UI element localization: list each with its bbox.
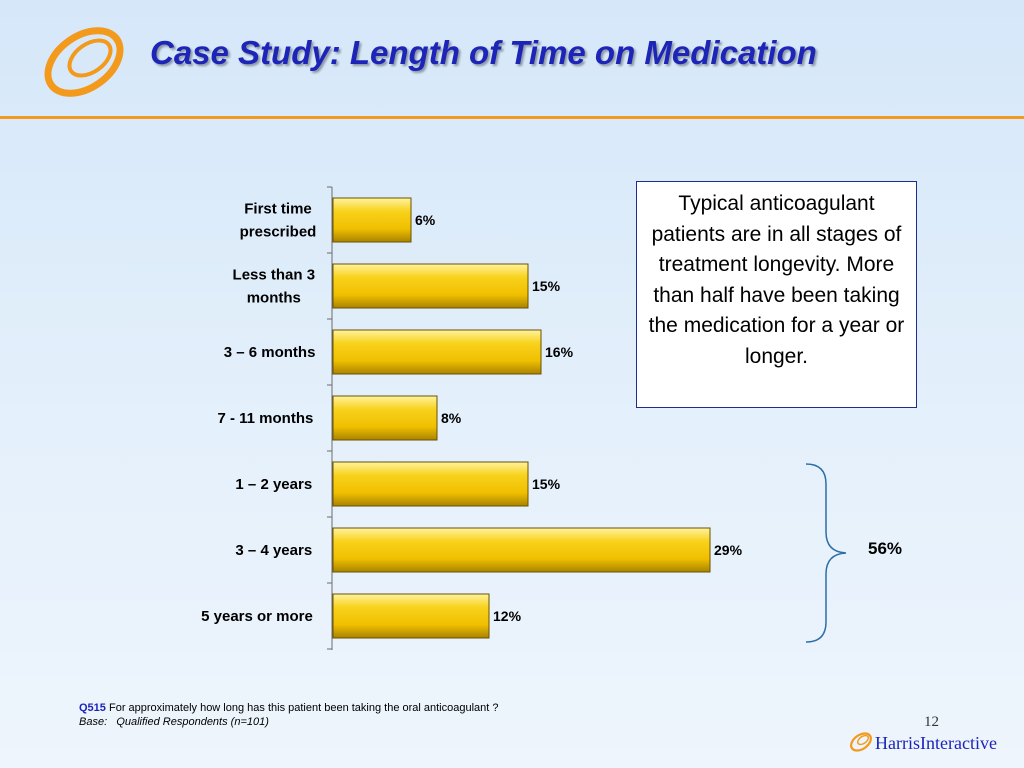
bar	[332, 461, 529, 507]
category-label-line: 3 – 6 months	[224, 344, 316, 361]
category-label: 3 – 6 months	[224, 344, 316, 361]
bar	[332, 395, 438, 441]
category-label-line: months	[247, 290, 301, 307]
question-line: Q515 For approximately how long has this…	[79, 701, 499, 715]
value-label: 15%	[532, 278, 561, 294]
brand-name-part2: Interactive	[919, 733, 997, 753]
category-label-line: 1 – 2 years	[235, 476, 312, 493]
category-label: 1 – 2 years	[235, 476, 312, 493]
bar	[332, 197, 412, 243]
category-label: 7 - 11 months	[217, 410, 313, 427]
question-text: For approximately how long has this pati…	[108, 702, 499, 714]
bar	[332, 329, 542, 375]
category-label-line: 3 – 4 years	[235, 542, 312, 559]
category-label: First time prescribed	[240, 201, 317, 241]
value-label: 15%	[532, 476, 561, 492]
base-label: Base:	[79, 716, 108, 728]
bar	[332, 593, 490, 639]
value-label: 8%	[441, 410, 462, 426]
value-label: 16%	[545, 344, 574, 360]
brace-total-label: 56%	[868, 539, 903, 558]
title-divider	[0, 116, 1024, 119]
footnote: Q515 For approximately how long has this…	[79, 701, 499, 729]
category-label-line: First time	[244, 201, 312, 218]
page-title: Case Study: Length of Time on Medication	[150, 34, 817, 71]
logo	[44, 27, 124, 97]
value-label: 6%	[415, 212, 436, 228]
value-label: 12%	[493, 608, 522, 624]
question-id: Q515	[79, 702, 106, 714]
base-text: Qualified Respondents (n=101)	[116, 716, 269, 728]
brand-name: HarrisInteractive	[875, 733, 997, 754]
curly-brace	[805, 463, 847, 643]
callout-box: Typical anticoagulant patients are in al…	[636, 181, 917, 408]
category-label: Less than 3 months	[233, 267, 316, 307]
base-line: Base: Qualified Respondents (n=101)	[79, 715, 499, 729]
category-label: 5 years or more	[201, 608, 313, 625]
category-label: 3 – 4 years	[235, 542, 312, 559]
bar	[332, 263, 529, 309]
brand-icon	[850, 732, 872, 752]
value-label: 29%	[714, 542, 743, 558]
category-label-line: 7 - 11 months	[217, 410, 313, 427]
category-label-line: Less than 3	[233, 267, 316, 284]
category-label-line: 5 years or more	[201, 608, 313, 625]
page-number: 12	[924, 714, 939, 730]
brand-logo: HarrisInteractive	[848, 728, 1018, 756]
brand-name-part1: Harris	[875, 733, 920, 753]
category-label-line: prescribed	[240, 224, 317, 241]
bar	[332, 527, 711, 573]
